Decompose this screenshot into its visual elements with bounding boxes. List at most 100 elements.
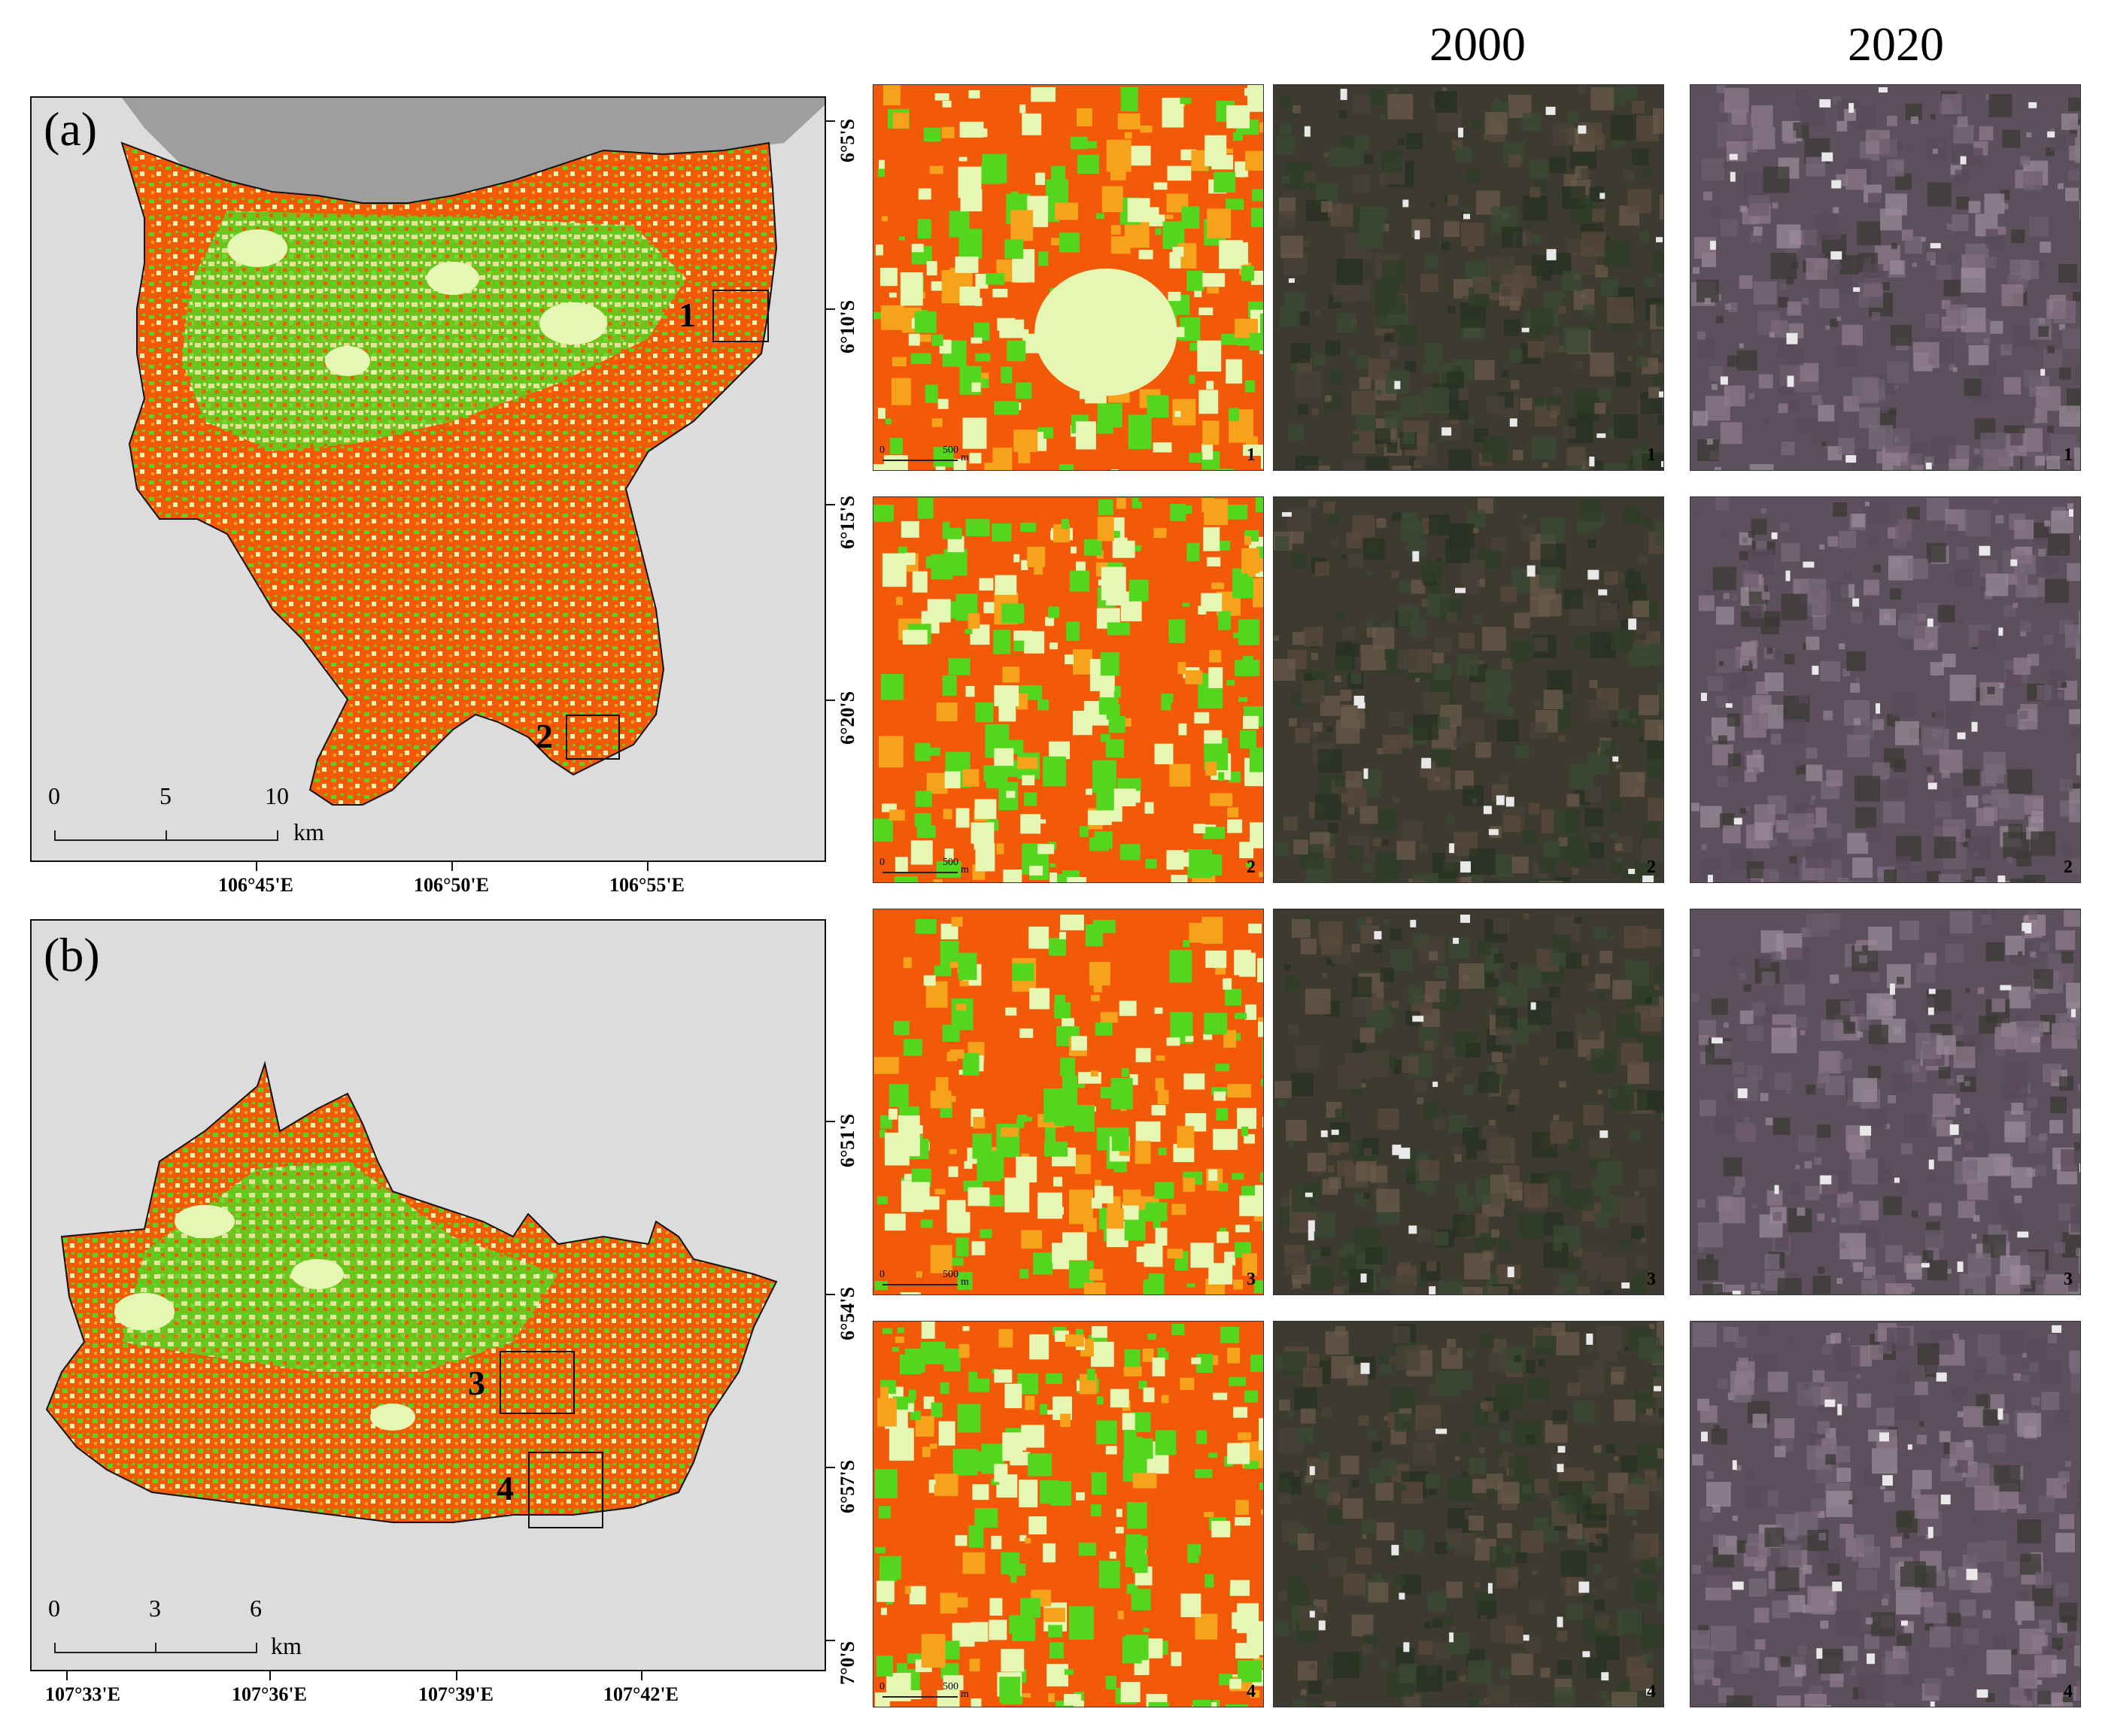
- satellite-tile-2000-2: 2: [1273, 496, 1664, 883]
- tile-number: 1: [1247, 445, 1256, 465]
- column-header-2020: 2020: [1848, 17, 1944, 71]
- box-label-2: 2: [536, 717, 553, 755]
- lon-tick: [647, 862, 649, 871]
- box-label-4: 4: [497, 1469, 514, 1507]
- lat-label-b-4: 7°0'S: [837, 1640, 858, 1685]
- lon-label-b-2: 107°36'E: [232, 1683, 307, 1705]
- scale-b-6: 6: [250, 1595, 262, 1622]
- map-b-svg: [45, 1061, 778, 1523]
- lat-tick: [826, 700, 835, 701]
- map-a-svg: [120, 98, 825, 806]
- tile-scale-500: 500: [943, 445, 958, 456]
- lat-tick: [826, 1294, 835, 1295]
- lat-tick: [826, 1640, 835, 1641]
- map-panel-b: [30, 919, 826, 1671]
- lon-label-b-1: 107°33'E: [45, 1683, 120, 1705]
- scale-b-unit: km: [271, 1632, 302, 1659]
- tile-scale-0: 0: [879, 445, 885, 456]
- tile-scale-bar: 0 500 m: [879, 852, 977, 876]
- lat-label-a-1: 6°5'S: [837, 118, 858, 162]
- satellite-tile-2000-1: 1: [1273, 84, 1664, 471]
- scale-a-0: 0: [48, 782, 60, 809]
- box-label-1: 1: [679, 296, 696, 334]
- satellite-tile-2020-3: 3: [1690, 909, 2081, 1295]
- tile-scale-bar: 0 500 m: [879, 1264, 977, 1288]
- study-box-1: [712, 290, 769, 342]
- lat-label-b-1: 6°51'S: [837, 1113, 858, 1167]
- tile-scale-0: 0: [879, 1681, 885, 1692]
- lat-tick: [826, 308, 835, 310]
- tile-number: 4: [2064, 1682, 2073, 1701]
- study-box-4: [528, 1452, 603, 1528]
- panel-label-b: (b): [44, 928, 100, 982]
- panel-label-a: (a): [44, 102, 98, 156]
- tile-number: 1: [2064, 445, 2073, 465]
- tile-scale-0: 0: [879, 1269, 885, 1280]
- tile-number: 3: [1247, 1270, 1256, 1289]
- lon-label-a-1: 106°45'E: [218, 874, 293, 896]
- classification-tile-4: 0 500 m 4: [873, 1321, 1264, 1707]
- lat-label-a-2: 6°10'S: [837, 299, 858, 354]
- lon-tick: [66, 1671, 68, 1680]
- tile-scale-line: [882, 1696, 958, 1698]
- tile-scale-0: 0: [879, 857, 885, 868]
- tile-scale-bar: 0 500 m: [879, 440, 977, 464]
- lon-label-a-3: 106°55'E: [609, 874, 685, 896]
- tile-scale-unit: m: [961, 1689, 969, 1700]
- scale-a-5: 5: [159, 782, 172, 809]
- tile-number: 1: [1647, 445, 1656, 465]
- lon-tick: [269, 1671, 271, 1680]
- tile-scale-line: [882, 460, 958, 461]
- tile-scale-500: 500: [943, 857, 958, 868]
- scale-b-tick: [54, 1643, 56, 1653]
- classification-tile-1: 0 500 m 1: [873, 84, 1264, 471]
- lon-tick: [641, 1671, 642, 1680]
- tile-scale-500: 500: [943, 1269, 958, 1280]
- satellite-tile-2020-1: 1: [1690, 84, 2081, 471]
- satellite-tile-2020-2: 2: [1690, 496, 2081, 883]
- lon-tick: [256, 862, 257, 871]
- tile-scale-line: [882, 1284, 958, 1285]
- scale-b-0: 0: [48, 1595, 60, 1622]
- lon-label-b-3: 107°39'E: [418, 1683, 494, 1705]
- tile-scale-bar: 0 500 m: [879, 1677, 977, 1701]
- scale-b-tick: [155, 1643, 156, 1653]
- lat-label-b-3: 6°57'S: [837, 1459, 858, 1513]
- tile-scale-unit: m: [961, 864, 969, 876]
- study-box-3: [500, 1351, 575, 1414]
- map-panel-a: [30, 96, 826, 862]
- lon-label-b-4: 107°42'E: [603, 1683, 679, 1705]
- tile-scale-unit: m: [961, 452, 969, 463]
- satellite-tile-2000-3: 3: [1273, 909, 1664, 1295]
- tile-scale-unit: m: [961, 1276, 969, 1288]
- box-label-3: 3: [468, 1364, 485, 1402]
- lat-label-a-4: 6°20'S: [837, 690, 858, 745]
- lat-label-b-2: 6°54'S: [837, 1286, 858, 1340]
- tile-number: 2: [1247, 857, 1256, 877]
- tile-number: 4: [1647, 1682, 1656, 1701]
- lat-tick: [826, 120, 835, 122]
- tile-number: 2: [1647, 857, 1656, 877]
- scale-a-tick: [277, 830, 278, 841]
- scale-a-unit: km: [293, 818, 324, 845]
- scale-a-10: 10: [265, 782, 289, 809]
- tile-number: 4: [1247, 1682, 1256, 1701]
- lon-tick: [456, 1671, 457, 1680]
- scale-a-tick: [166, 830, 167, 841]
- tile-scale-line: [882, 872, 958, 873]
- tile-number: 2: [2064, 857, 2073, 877]
- tile-scale-500: 500: [943, 1681, 958, 1692]
- lat-tick: [826, 504, 835, 505]
- lat-label-a-3: 6°15'S: [837, 495, 858, 549]
- column-header-2000: 2000: [1429, 17, 1526, 71]
- lon-label-a-2: 106°50'E: [414, 874, 489, 896]
- tile-number: 3: [2064, 1270, 2073, 1289]
- scale-a-tick: [54, 830, 56, 841]
- lat-tick: [826, 1121, 835, 1122]
- lon-tick: [451, 862, 453, 871]
- satellite-tile-2020-4: 4: [1690, 1321, 2081, 1707]
- scale-b-tick: [256, 1643, 257, 1653]
- lat-tick: [826, 1467, 835, 1468]
- classification-tile-2: 0 500 m 2: [873, 496, 1264, 883]
- scale-b-3: 3: [149, 1595, 161, 1622]
